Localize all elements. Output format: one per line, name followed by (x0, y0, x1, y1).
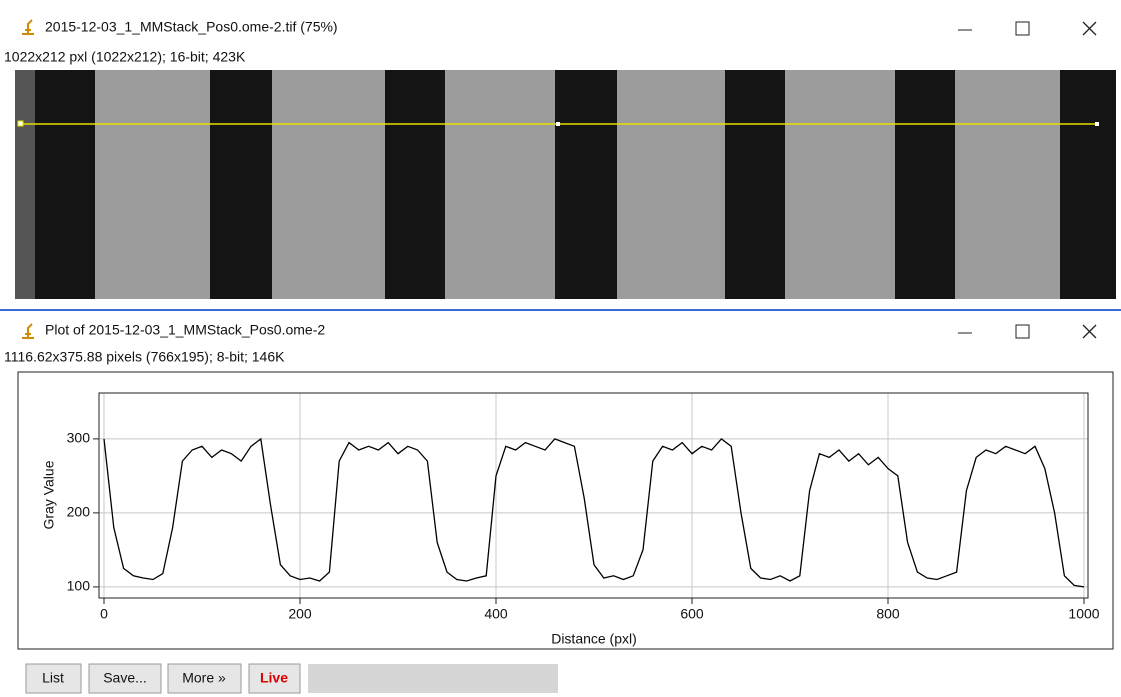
x-tick-label: 200 (288, 606, 312, 622)
x-tick-label: 1000 (1068, 606, 1099, 622)
app-icon (22, 19, 34, 35)
plot-info: 1116.62x375.88 pixels (766x195); 8-bit; … (4, 349, 285, 365)
button-label: Save... (103, 670, 147, 686)
x-tick-label: 400 (484, 606, 508, 622)
maximize-button[interactable] (1015, 21, 1030, 36)
button-more[interactable]: More » (167, 663, 242, 694)
button-list[interactable]: List (25, 663, 82, 694)
profile-line (103, 437, 1085, 588)
status-bar (308, 664, 558, 693)
button-label: Live (260, 670, 288, 686)
window-title: Plot of 2015-12-03_1_MMStack_Pos0.ome-2 (45, 322, 325, 338)
x-tick-label: 800 (876, 606, 900, 622)
x-tick-label: 600 (680, 606, 704, 622)
button-save[interactable]: Save... (88, 663, 162, 694)
app-icon (22, 323, 34, 339)
plot-frame (98, 392, 1089, 599)
plot-canvas (17, 371, 1114, 650)
image-canvas (15, 70, 1116, 299)
plot: 0 200 400 600 800 1000 100 200 300 Distance (pxl)… (41, 393, 1100, 647)
button-live[interactable]: Live (248, 663, 301, 694)
maximize-button[interactable] (1015, 324, 1030, 339)
image-info: 1022x212 pxl (1022x212); 16-bit; 423K (4, 49, 246, 65)
close-button[interactable] (1082, 21, 1097, 36)
close-button[interactable] (1082, 324, 1097, 339)
button-label: List (42, 670, 64, 686)
x-axis-label: Distance (pxl) (551, 631, 637, 647)
x-tick-label: 0 (100, 606, 108, 622)
y-axis-label: Gray Value (41, 460, 57, 529)
button-label: More » (182, 670, 226, 686)
y-tick-label: 300 (67, 430, 91, 446)
window-title: 2015-12-03_1_MMStack_Pos0.ome-2.tif (75%… (45, 19, 338, 35)
y-tick-label: 200 (67, 504, 91, 520)
y-tick-label: 100 (67, 578, 91, 594)
